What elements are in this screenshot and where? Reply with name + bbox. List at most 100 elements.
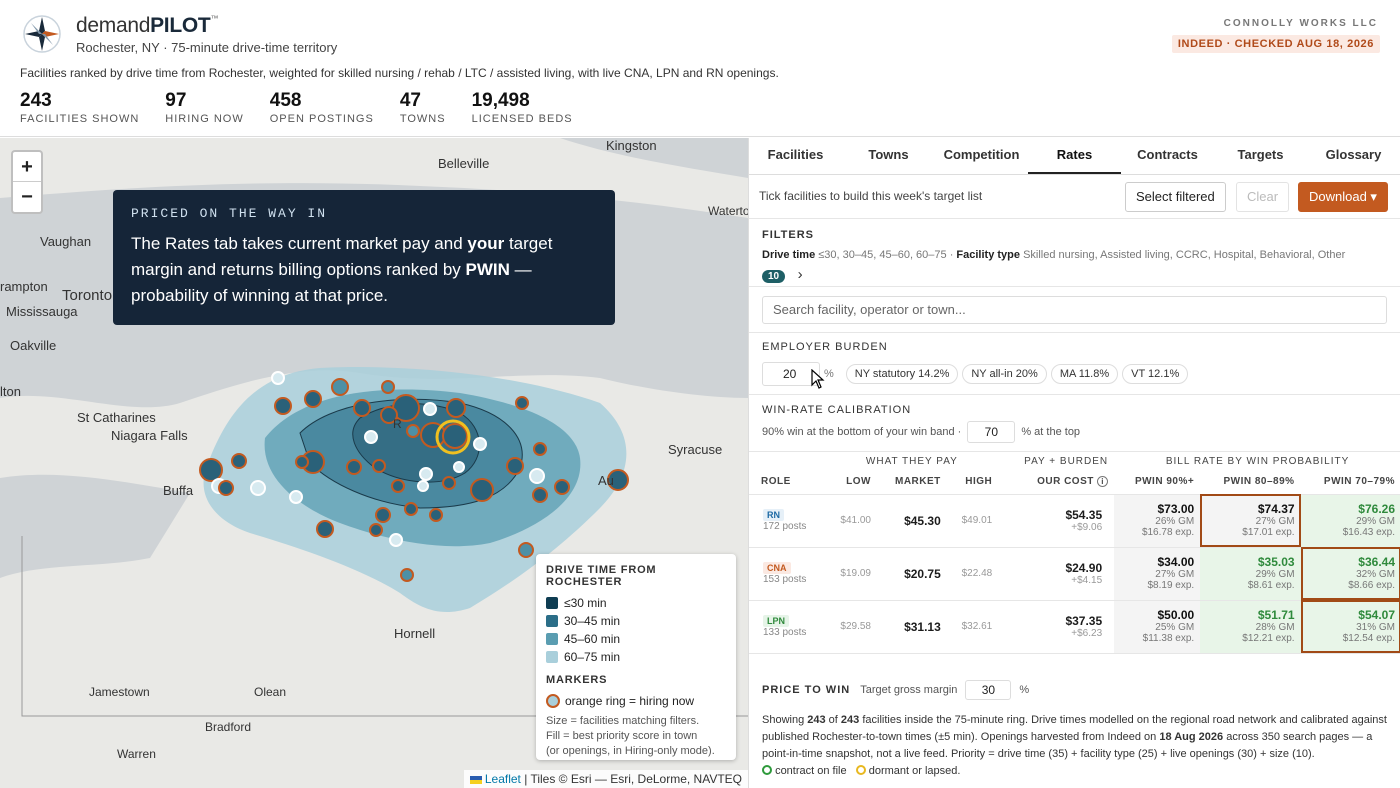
burden-chip[interactable]: MA 11.8% [1050, 364, 1119, 384]
facility-marker[interactable] [271, 371, 285, 385]
calibration-input[interactable]: 70 [967, 421, 1016, 443]
target-toolbar: Tick facilities to build this week's tar… [749, 175, 1400, 219]
ukraine-flag-icon [469, 775, 482, 784]
tab-towns[interactable]: Towns [868, 147, 909, 162]
select-filtered-button[interactable]: Select filtered [1125, 182, 1226, 212]
table-row[interactable]: RN 172 posts $41.00 $45.30 $49.01 $54.35 +… [749, 494, 1400, 547]
tab-competition[interactable]: Competition [943, 147, 1020, 162]
zoom-out-button[interactable]: − [21, 186, 33, 208]
facility-marker[interactable] [529, 468, 545, 484]
facility-marker[interactable] [533, 442, 547, 456]
group-what-they-pay: WHAT THEY PAY [865, 455, 958, 467]
bill-cell-selected[interactable]: $54.07 31% GM $12.54 exp. [1300, 600, 1400, 653]
burden-chip[interactable]: NY statutory 14.2% [845, 364, 959, 384]
bill-cell-selected[interactable]: $74.37 27% GM $17.01 exp. [1200, 494, 1301, 547]
stat-hiring: 97 HIRING NOW [165, 90, 244, 125]
leaflet-link[interactable]: Leaflet [484, 772, 521, 786]
facility-marker[interactable] [406, 424, 420, 438]
bill-cell[interactable]: $50.00 25% GM $11.38 exp. [1114, 600, 1201, 653]
facility-marker[interactable] [372, 459, 386, 473]
clear-button[interactable]: Clear [1236, 182, 1290, 212]
facility-marker[interactable] [295, 455, 309, 469]
facility-marker[interactable] [364, 430, 378, 444]
facility-marker[interactable] [389, 533, 403, 547]
summary-stats: 243 FACILITIES SHOWN 97 HIRING NOW 458 OPEN… [20, 90, 599, 125]
tab-targets[interactable]: Targets [1237, 147, 1284, 162]
facility-markers[interactable] [199, 371, 629, 582]
col-pwin-80: PWIN 80–89% [1223, 476, 1295, 488]
bill-cell[interactable]: $73.00 26% GM $16.78 exp. [1114, 494, 1201, 547]
facility-marker[interactable] [380, 406, 398, 424]
facility-marker[interactable] [250, 480, 266, 496]
bill-cell-selected[interactable]: $36.44 32% GM $8.66 exp. [1300, 547, 1400, 600]
facility-marker[interactable] [199, 458, 223, 482]
facility-marker[interactable] [231, 453, 247, 469]
facility-marker[interactable] [404, 502, 418, 516]
facility-marker[interactable] [346, 459, 362, 475]
facility-marker[interactable] [353, 399, 371, 417]
burden-chip[interactable]: NY all-in 20% [962, 364, 1047, 384]
burden-chip[interactable]: VT 12.1% [1122, 364, 1189, 384]
facility-marker[interactable] [518, 542, 534, 558]
facility-marker[interactable] [369, 523, 383, 537]
facility-marker[interactable] [331, 378, 349, 396]
target-margin-input[interactable]: 30 [965, 680, 1012, 700]
table-row[interactable]: CNA 153 posts $19.09 $20.75 $22.48 $24.90… [749, 547, 1400, 600]
label-bradford: Bradford [205, 720, 251, 734]
facility-marker[interactable] [304, 390, 322, 408]
target-margin-unit: % [1019, 684, 1030, 696]
territory-map[interactable]: Kingston Belleville Waterto Vaughan ramp… [0, 138, 748, 788]
facility-marker[interactable] [607, 469, 629, 491]
facility-marker[interactable] [274, 397, 292, 415]
tab-glossary[interactable]: Glossary [1325, 147, 1382, 162]
facility-marker[interactable] [417, 480, 429, 492]
facility-marker[interactable] [473, 437, 487, 451]
tab-facilities[interactable]: Facilities [767, 147, 824, 162]
facility-marker[interactable] [532, 487, 548, 503]
facility-marker[interactable] [419, 467, 433, 481]
filters-summary[interactable]: Drive time ≤30, 30–45, 45–60, 60–75 · Fa… [762, 249, 1346, 261]
bill-cell[interactable]: $76.26 29% GM $16.43 exp. [1300, 494, 1400, 547]
download-button[interactable]: Download ▾ [1298, 182, 1388, 212]
facility-marker[interactable] [506, 457, 524, 475]
burden-section: EMPLOYER BURDEN 20 % NY statutory 14.2% … [749, 333, 1400, 395]
price-to-win-title: PRICE TO WIN [762, 684, 851, 696]
facility-marker[interactable] [381, 380, 395, 394]
facility-marker[interactable] [375, 507, 391, 523]
filters-count-badge: 10 [762, 270, 786, 283]
bill-cell[interactable]: $34.00 27% GM $8.19 exp. [1114, 547, 1201, 600]
data-source-badge: INDEED · CHECKED AUG 18, 2026 [1171, 35, 1380, 53]
search-input[interactable]: Search facility, operator or town... [762, 296, 1387, 324]
chevron-right-icon[interactable]: › [797, 266, 803, 283]
table-row[interactable]: LPN 133 posts $29.58 $31.13 $32.61 $37.35… [749, 600, 1400, 653]
bill-cell[interactable]: $51.71 28% GM $12.21 exp. [1200, 600, 1301, 653]
facility-marker[interactable] [391, 479, 405, 493]
facility-marker[interactable] [400, 568, 414, 582]
app-brand[interactable]: demandPILOT™ [76, 14, 219, 37]
facility-marker[interactable] [446, 398, 466, 418]
facility-marker[interactable] [453, 461, 465, 473]
high-cell: $22.48 [961, 568, 993, 579]
stat-beds: 19,498 LICENSED BEDS [471, 90, 573, 125]
facility-marker[interactable] [554, 479, 570, 495]
facility-marker[interactable] [429, 508, 443, 522]
facility-marker[interactable] [515, 396, 529, 410]
info-icon[interactable]: i [1097, 476, 1109, 488]
facility-marker[interactable] [289, 490, 303, 504]
cost-cell: $24.90 +$4.15 [1065, 561, 1103, 586]
legend-band: 45–60 min [546, 630, 726, 648]
burden-controls: 20 % NY statutory 14.2% NY all-in 20% MA… [762, 362, 1192, 386]
facility-marker[interactable] [470, 478, 494, 502]
facility-marker[interactable] [442, 476, 456, 490]
group-bill-rate: BILL RATE BY WIN PROBABILITY [1165, 455, 1350, 467]
burden-input[interactable]: 20 [762, 362, 820, 386]
orange-ring-icon [546, 694, 560, 708]
facility-marker[interactable] [423, 402, 437, 416]
zoom-in-button[interactable]: + [13, 152, 41, 182]
facility-marker[interactable] [316, 520, 334, 538]
tab-contracts[interactable]: Contracts [1137, 147, 1198, 162]
facility-marker[interactable] [218, 480, 234, 496]
facility-marker[interactable] [442, 423, 468, 449]
tab-rates[interactable]: Rates [1028, 138, 1121, 174]
bill-cell[interactable]: $35.03 29% GM $8.61 exp. [1200, 547, 1301, 600]
